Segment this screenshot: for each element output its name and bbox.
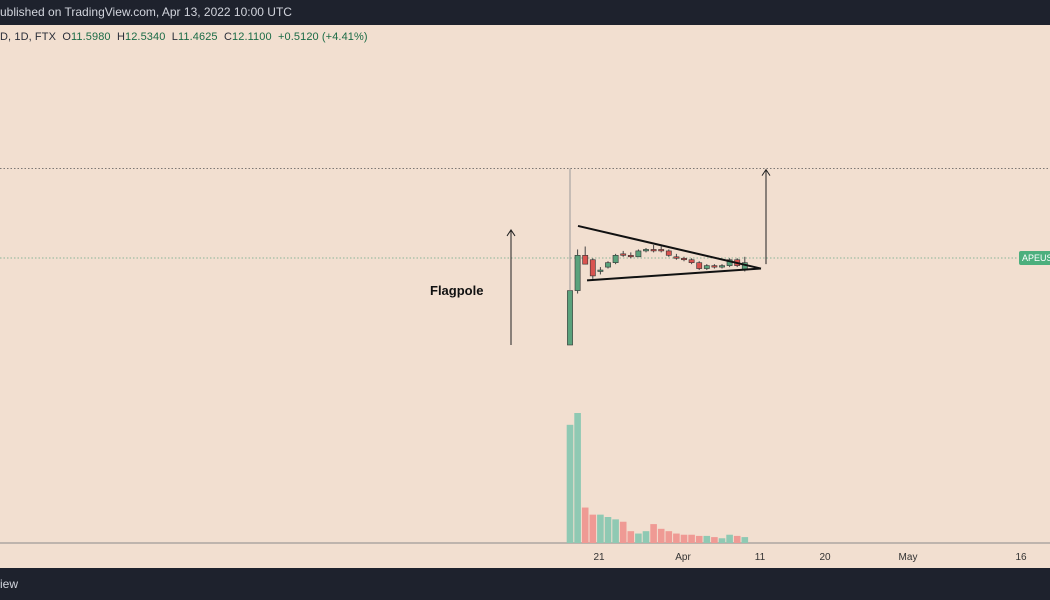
volume-bar xyxy=(566,424,574,543)
candle-body xyxy=(696,262,703,269)
candle-body xyxy=(711,265,718,268)
high-label: H xyxy=(116,31,125,43)
candle-body xyxy=(620,253,627,256)
candle-body xyxy=(574,255,581,291)
volume-bar xyxy=(612,519,619,543)
candle-body xyxy=(719,265,725,268)
volume-bar xyxy=(680,534,688,543)
volume-bar xyxy=(711,537,718,543)
volume-bar xyxy=(597,514,604,543)
candle-body xyxy=(627,255,634,258)
open-label: O xyxy=(62,31,71,43)
volume-bar xyxy=(581,507,589,543)
candle-body xyxy=(643,249,649,252)
flagpole-arrow-head xyxy=(506,229,516,237)
volume-bar xyxy=(635,533,642,543)
volume-bar xyxy=(642,531,650,543)
candle-body xyxy=(589,259,596,277)
volume-bar xyxy=(619,521,627,543)
candle-body xyxy=(582,255,589,265)
candle-body xyxy=(673,256,680,259)
candle-body xyxy=(658,249,665,252)
candle-body xyxy=(681,257,687,261)
candle-body xyxy=(612,255,619,263)
flagpole-label: Flagpole xyxy=(430,283,484,298)
flag-bottom-trendline xyxy=(586,267,762,282)
volume-bar xyxy=(650,524,657,543)
volume-bar xyxy=(688,534,695,543)
volume-bar xyxy=(726,534,733,543)
target-arrow-head xyxy=(761,168,771,176)
x-tick-label: 16 xyxy=(1015,552,1027,563)
footer-bar: iew xyxy=(0,568,1050,600)
header-bar: ublished on TradingView.com, Apr 13, 202… xyxy=(0,0,1050,25)
candle-body xyxy=(635,250,642,258)
volume-bar xyxy=(589,514,597,543)
candle-body xyxy=(703,265,710,269)
volume-bar xyxy=(604,517,612,543)
volume-bar xyxy=(733,535,741,543)
candle-body xyxy=(688,259,695,263)
volume-bar xyxy=(741,537,749,543)
volume-bar xyxy=(627,531,635,543)
x-tick-label: Apr xyxy=(675,552,691,563)
published-text: ublished on TradingView.com, Apr 13, 202… xyxy=(0,5,292,19)
volume-bar xyxy=(574,413,581,543)
flag-top-trendline xyxy=(577,224,762,270)
x-tick-label: 11 xyxy=(755,552,766,563)
candle-body xyxy=(567,290,573,346)
high-value: 12.5340 xyxy=(125,31,166,43)
candle-body xyxy=(597,269,604,272)
brand-text: iew xyxy=(0,577,19,591)
volume-bar xyxy=(703,535,711,543)
candle-body xyxy=(665,250,672,256)
close-label: C xyxy=(223,31,233,43)
low-label: L xyxy=(171,31,178,43)
change-value: +0.5120 (+4.41%) xyxy=(277,31,368,43)
low-value: 11.4625 xyxy=(178,31,218,43)
candle-body xyxy=(650,249,657,252)
close-value: 12.1100 xyxy=(232,31,272,43)
x-tick-label: 20 xyxy=(819,552,831,563)
x-tick-label: 21 xyxy=(593,552,605,563)
volume-bar xyxy=(718,538,726,543)
volume-bar xyxy=(695,535,703,543)
symbol-info: D, 1D, FTX xyxy=(0,31,57,43)
ohlc-legend: D, 1D, FTX O11.5980 H12.5340 L11.4625 C1… xyxy=(0,31,368,43)
candle-body xyxy=(605,262,611,268)
price-tag: APEUS xyxy=(1019,251,1050,265)
volume-bar xyxy=(665,531,673,543)
x-tick-label: May xyxy=(899,552,918,563)
open-value: 11.5980 xyxy=(70,31,111,43)
volume-bar xyxy=(657,528,665,543)
volume-bar xyxy=(673,533,680,543)
